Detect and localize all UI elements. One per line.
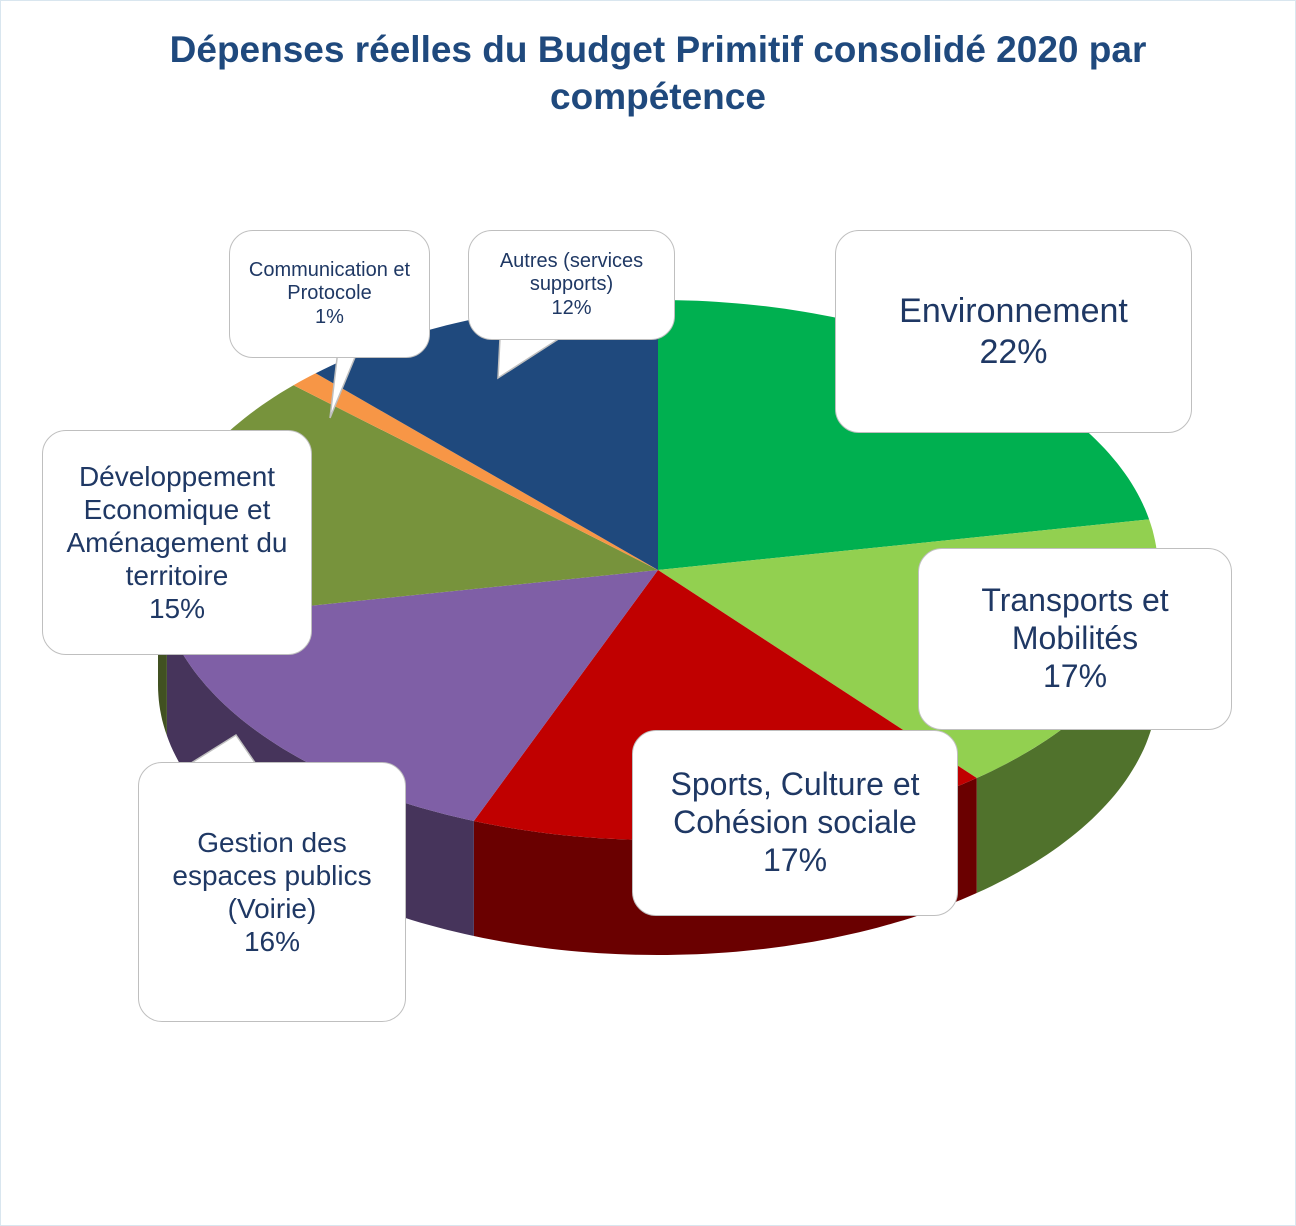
- category-label: Sports, Culture et Cohésion sociale: [670, 766, 920, 841]
- chart-title: Dépenses réelles du Budget Primitif cons…: [169, 29, 1147, 117]
- data-label: Environnement 22%: [835, 230, 1192, 433]
- value-label: 17%: [762, 841, 828, 878]
- data-label: Transports et Mobilités 17%: [918, 548, 1232, 730]
- category-label: Gestion des espaces publics (Voirie): [172, 826, 372, 924]
- data-label: Autres (services supports) 12%: [468, 230, 675, 340]
- category-label: Développement Economique et Aménagement …: [66, 460, 288, 592]
- slice-side: [976, 570, 1158, 893]
- value-label: 12%: [551, 296, 592, 319]
- category-label: Communication et Protocole: [248, 258, 411, 305]
- category-label: Transports et Mobilités: [981, 582, 1169, 657]
- callout-tail: [179, 733, 261, 771]
- slice: [658, 300, 1150, 570]
- slice: [315, 300, 658, 570]
- slice: [293, 373, 658, 570]
- callout-tail: [329, 349, 359, 419]
- callout-tail: [497, 337, 561, 380]
- value-label: 17%: [1042, 657, 1108, 694]
- category-label: Autres (services supports): [499, 249, 644, 296]
- value-label: 16%: [243, 926, 301, 958]
- value-label: 1%: [315, 305, 344, 328]
- category-label: Environnement: [899, 292, 1128, 331]
- data-label: Développement Economique et Aménagement …: [42, 430, 312, 655]
- data-label: Communication et Protocole 1%: [229, 230, 430, 358]
- data-label: Sports, Culture et Cohésion sociale 17%: [632, 730, 958, 916]
- value-label: 15%: [148, 593, 206, 625]
- value-label: 22%: [979, 332, 1048, 371]
- data-label: Gestion des espaces publics (Voirie) 16%: [138, 762, 406, 1022]
